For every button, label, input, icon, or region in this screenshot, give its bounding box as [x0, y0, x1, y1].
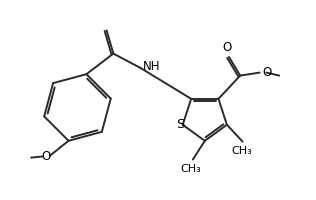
Text: O: O [263, 66, 272, 79]
Text: NH: NH [143, 60, 161, 73]
Text: CH₃: CH₃ [180, 164, 201, 174]
Text: CH₃: CH₃ [232, 146, 252, 156]
Text: S: S [176, 118, 184, 131]
Text: O: O [41, 150, 51, 163]
Text: O: O [223, 41, 232, 54]
